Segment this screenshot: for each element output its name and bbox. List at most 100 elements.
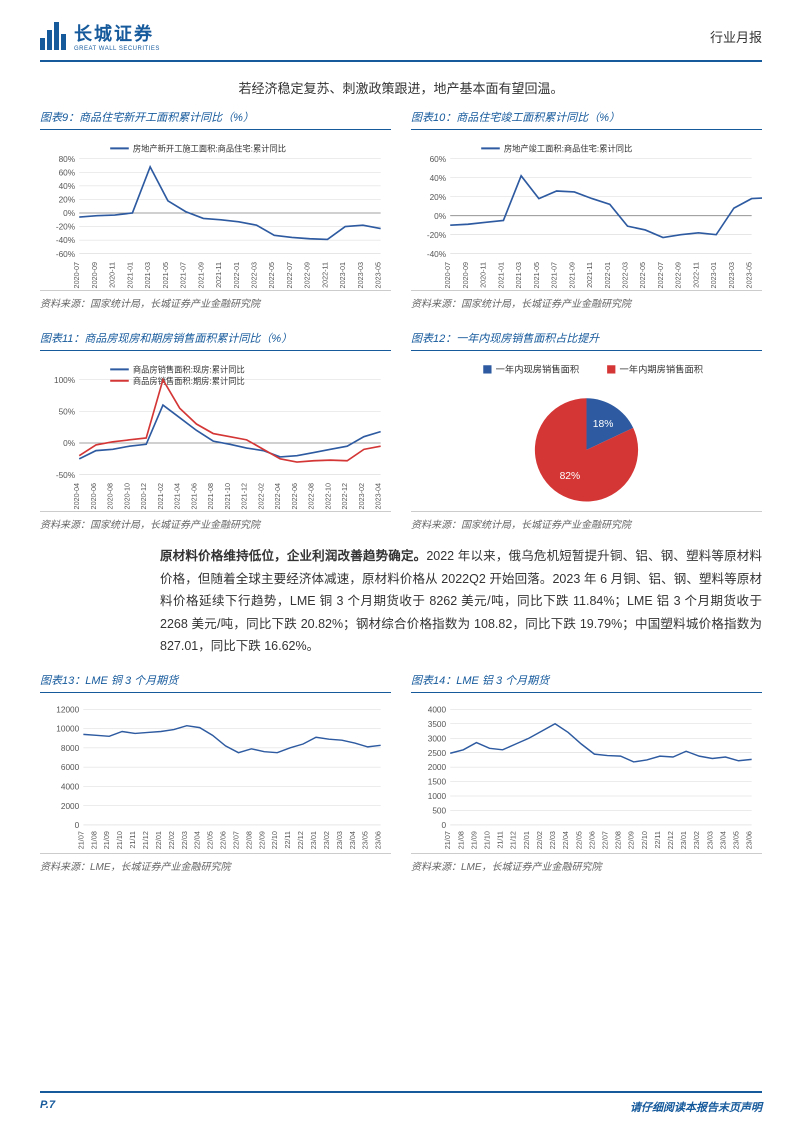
- svg-text:2021-03: 2021-03: [143, 262, 152, 289]
- svg-text:2022-05: 2022-05: [638, 262, 647, 289]
- svg-text:100%: 100%: [54, 376, 76, 385]
- chart-11: 图表11：商品房现房和期房销售面积累计同比（%） -50%0%50%100%20…: [40, 330, 391, 531]
- svg-text:23/05: 23/05: [361, 831, 370, 849]
- svg-text:-40%: -40%: [427, 250, 447, 259]
- svg-text:2000: 2000: [428, 763, 447, 772]
- chart-9-source: 资料来源：国家统计局，长城证券产业金融研究院: [40, 290, 391, 310]
- svg-text:1000: 1000: [428, 792, 447, 801]
- svg-text:2022-01: 2022-01: [232, 262, 241, 289]
- svg-text:2021-09: 2021-09: [196, 262, 205, 289]
- svg-text:2020-09: 2020-09: [90, 262, 99, 289]
- svg-text:2023-01: 2023-01: [709, 262, 718, 289]
- chart-14: 图表14：LME 铝 3 个月期货 0500100015002000250030…: [411, 672, 762, 873]
- svg-text:22/01: 22/01: [522, 831, 531, 849]
- svg-text:40%: 40%: [430, 174, 447, 183]
- svg-text:2500: 2500: [428, 748, 447, 757]
- svg-text:23/06: 23/06: [374, 831, 383, 849]
- chart-14-source: 资料来源：LME，长城证券产业金融研究院: [411, 853, 762, 873]
- logo: 长城证券 GREAT WALL SECURITIES: [40, 20, 160, 52]
- svg-text:2022-03: 2022-03: [250, 262, 259, 289]
- svg-text:2022-05: 2022-05: [267, 262, 276, 289]
- svg-text:2021-01: 2021-01: [125, 262, 134, 289]
- svg-text:2022-02: 2022-02: [256, 483, 265, 510]
- svg-text:22/04: 22/04: [561, 831, 570, 849]
- svg-text:0%: 0%: [63, 439, 76, 448]
- svg-text:2022-07: 2022-07: [285, 262, 294, 289]
- svg-text:21/10: 21/10: [115, 831, 124, 849]
- svg-text:2021-11: 2021-11: [585, 262, 594, 288]
- svg-text:2021-11: 2021-11: [214, 262, 223, 288]
- svg-text:22/08: 22/08: [614, 831, 623, 849]
- chart-14-title: 图表14：LME 铝 3 个月期货: [411, 672, 762, 693]
- svg-text:2023-05: 2023-05: [374, 262, 383, 289]
- svg-text:6000: 6000: [61, 763, 80, 772]
- logo-cn: 长城证券: [74, 20, 160, 46]
- svg-text:50%: 50%: [59, 407, 76, 416]
- chart-11-svg: -50%0%50%100%2020-042020-062020-082020-1…: [40, 357, 391, 512]
- svg-text:0: 0: [442, 821, 447, 830]
- svg-text:22/03: 22/03: [548, 831, 557, 849]
- svg-text:20%: 20%: [430, 193, 447, 202]
- svg-text:22/07: 22/07: [231, 831, 240, 849]
- svg-text:2021-12: 2021-12: [240, 483, 249, 510]
- svg-text:房地产竣工面积:商品住宅:累计同比: 房地产竣工面积:商品住宅:累计同比: [504, 143, 632, 153]
- footer-disclaimer: 请仔细阅读本报告末页声明: [630, 1099, 762, 1115]
- svg-text:2023-03: 2023-03: [727, 262, 736, 289]
- page-number: P.7: [40, 1099, 55, 1115]
- svg-text:21/07: 21/07: [76, 831, 85, 849]
- svg-text:21/09: 21/09: [469, 831, 478, 849]
- svg-text:22/03: 22/03: [180, 831, 189, 849]
- svg-text:2021-03: 2021-03: [514, 262, 523, 289]
- svg-text:12000: 12000: [56, 705, 79, 714]
- svg-text:60%: 60%: [59, 168, 76, 177]
- svg-text:82%: 82%: [560, 471, 581, 482]
- svg-text:2022-04: 2022-04: [273, 483, 282, 510]
- chart-13: 图表13：LME 铜 3 个月期货 0200040006000800010000…: [40, 672, 391, 873]
- svg-text:21/09: 21/09: [102, 831, 111, 849]
- chart-9-svg: -60%-40%-20%0%20%40%60%80%2020-072020-09…: [40, 136, 391, 291]
- svg-text:-40%: -40%: [56, 236, 76, 245]
- svg-text:22/02: 22/02: [535, 831, 544, 849]
- logo-mark-icon: [40, 22, 68, 50]
- chart-10-source: 资料来源：国家统计局，长城证券产业金融研究院: [411, 290, 762, 310]
- svg-text:-60%: -60%: [56, 250, 76, 259]
- svg-text:2020-11: 2020-11: [479, 262, 488, 288]
- chart-13-svg: 02000400060008000100001200021/0721/0821/…: [40, 699, 391, 854]
- svg-text:20%: 20%: [59, 196, 76, 205]
- svg-text:商品房销售面积:期房:累计同比: 商品房销售面积:期房:累计同比: [133, 376, 245, 386]
- svg-text:2020-10: 2020-10: [122, 483, 131, 510]
- svg-text:2023-03: 2023-03: [356, 262, 365, 289]
- svg-text:3000: 3000: [428, 734, 447, 743]
- svg-text:2020-06: 2020-06: [89, 483, 98, 510]
- svg-text:一年内现房销售面积: 一年内现房销售面积: [496, 363, 580, 374]
- intro-text: 若经济稳定复苏、刺激政策跟进，地产基本面有望回温。: [40, 78, 762, 97]
- svg-text:1500: 1500: [428, 777, 447, 786]
- page-header: 长城证券 GREAT WALL SECURITIES 行业月报: [40, 20, 762, 52]
- body-paragraph: 原材料价格维持低位，企业利润改善趋势确定。2022 年以来，俄乌危机短暂提升铜、…: [160, 545, 762, 658]
- chart-12: 图表12：一年内现房销售面积占比提升 一年内现房销售面积一年内期房销售面积18%…: [411, 330, 762, 531]
- chart-10: 图表10：商品住宅竣工面积累计同比（%） -40%-20%0%20%40%60%…: [411, 109, 762, 310]
- svg-text:23/06: 23/06: [745, 831, 754, 849]
- svg-text:22/01: 22/01: [154, 831, 163, 849]
- svg-text:22/10: 22/10: [270, 831, 279, 849]
- svg-text:22/07: 22/07: [600, 831, 609, 849]
- page-footer: P.7 请仔细阅读本报告末页声明: [40, 1091, 762, 1115]
- svg-text:-50%: -50%: [56, 471, 76, 480]
- svg-text:2021-08: 2021-08: [206, 483, 215, 510]
- svg-text:2022-11: 2022-11: [691, 262, 700, 288]
- svg-text:0%: 0%: [63, 209, 76, 218]
- svg-text:22/11: 22/11: [283, 831, 292, 849]
- svg-text:23/01: 23/01: [679, 831, 688, 849]
- svg-text:22/04: 22/04: [193, 831, 202, 849]
- svg-text:22/11: 22/11: [653, 831, 662, 849]
- chart-9-title: 图表9：商品住宅新开工面积累计同比（%）: [40, 109, 391, 130]
- svg-text:2022-08: 2022-08: [307, 483, 316, 510]
- chart-12-source: 资料来源：国家统计局，长城证券产业金融研究院: [411, 511, 762, 531]
- svg-text:4000: 4000: [428, 705, 447, 714]
- svg-text:2022-09: 2022-09: [674, 262, 683, 289]
- svg-text:23/04: 23/04: [718, 831, 727, 849]
- svg-text:2020-12: 2020-12: [139, 483, 148, 510]
- svg-text:2021-07: 2021-07: [550, 262, 559, 289]
- svg-text:2000: 2000: [61, 801, 80, 810]
- svg-text:18%: 18%: [593, 419, 614, 430]
